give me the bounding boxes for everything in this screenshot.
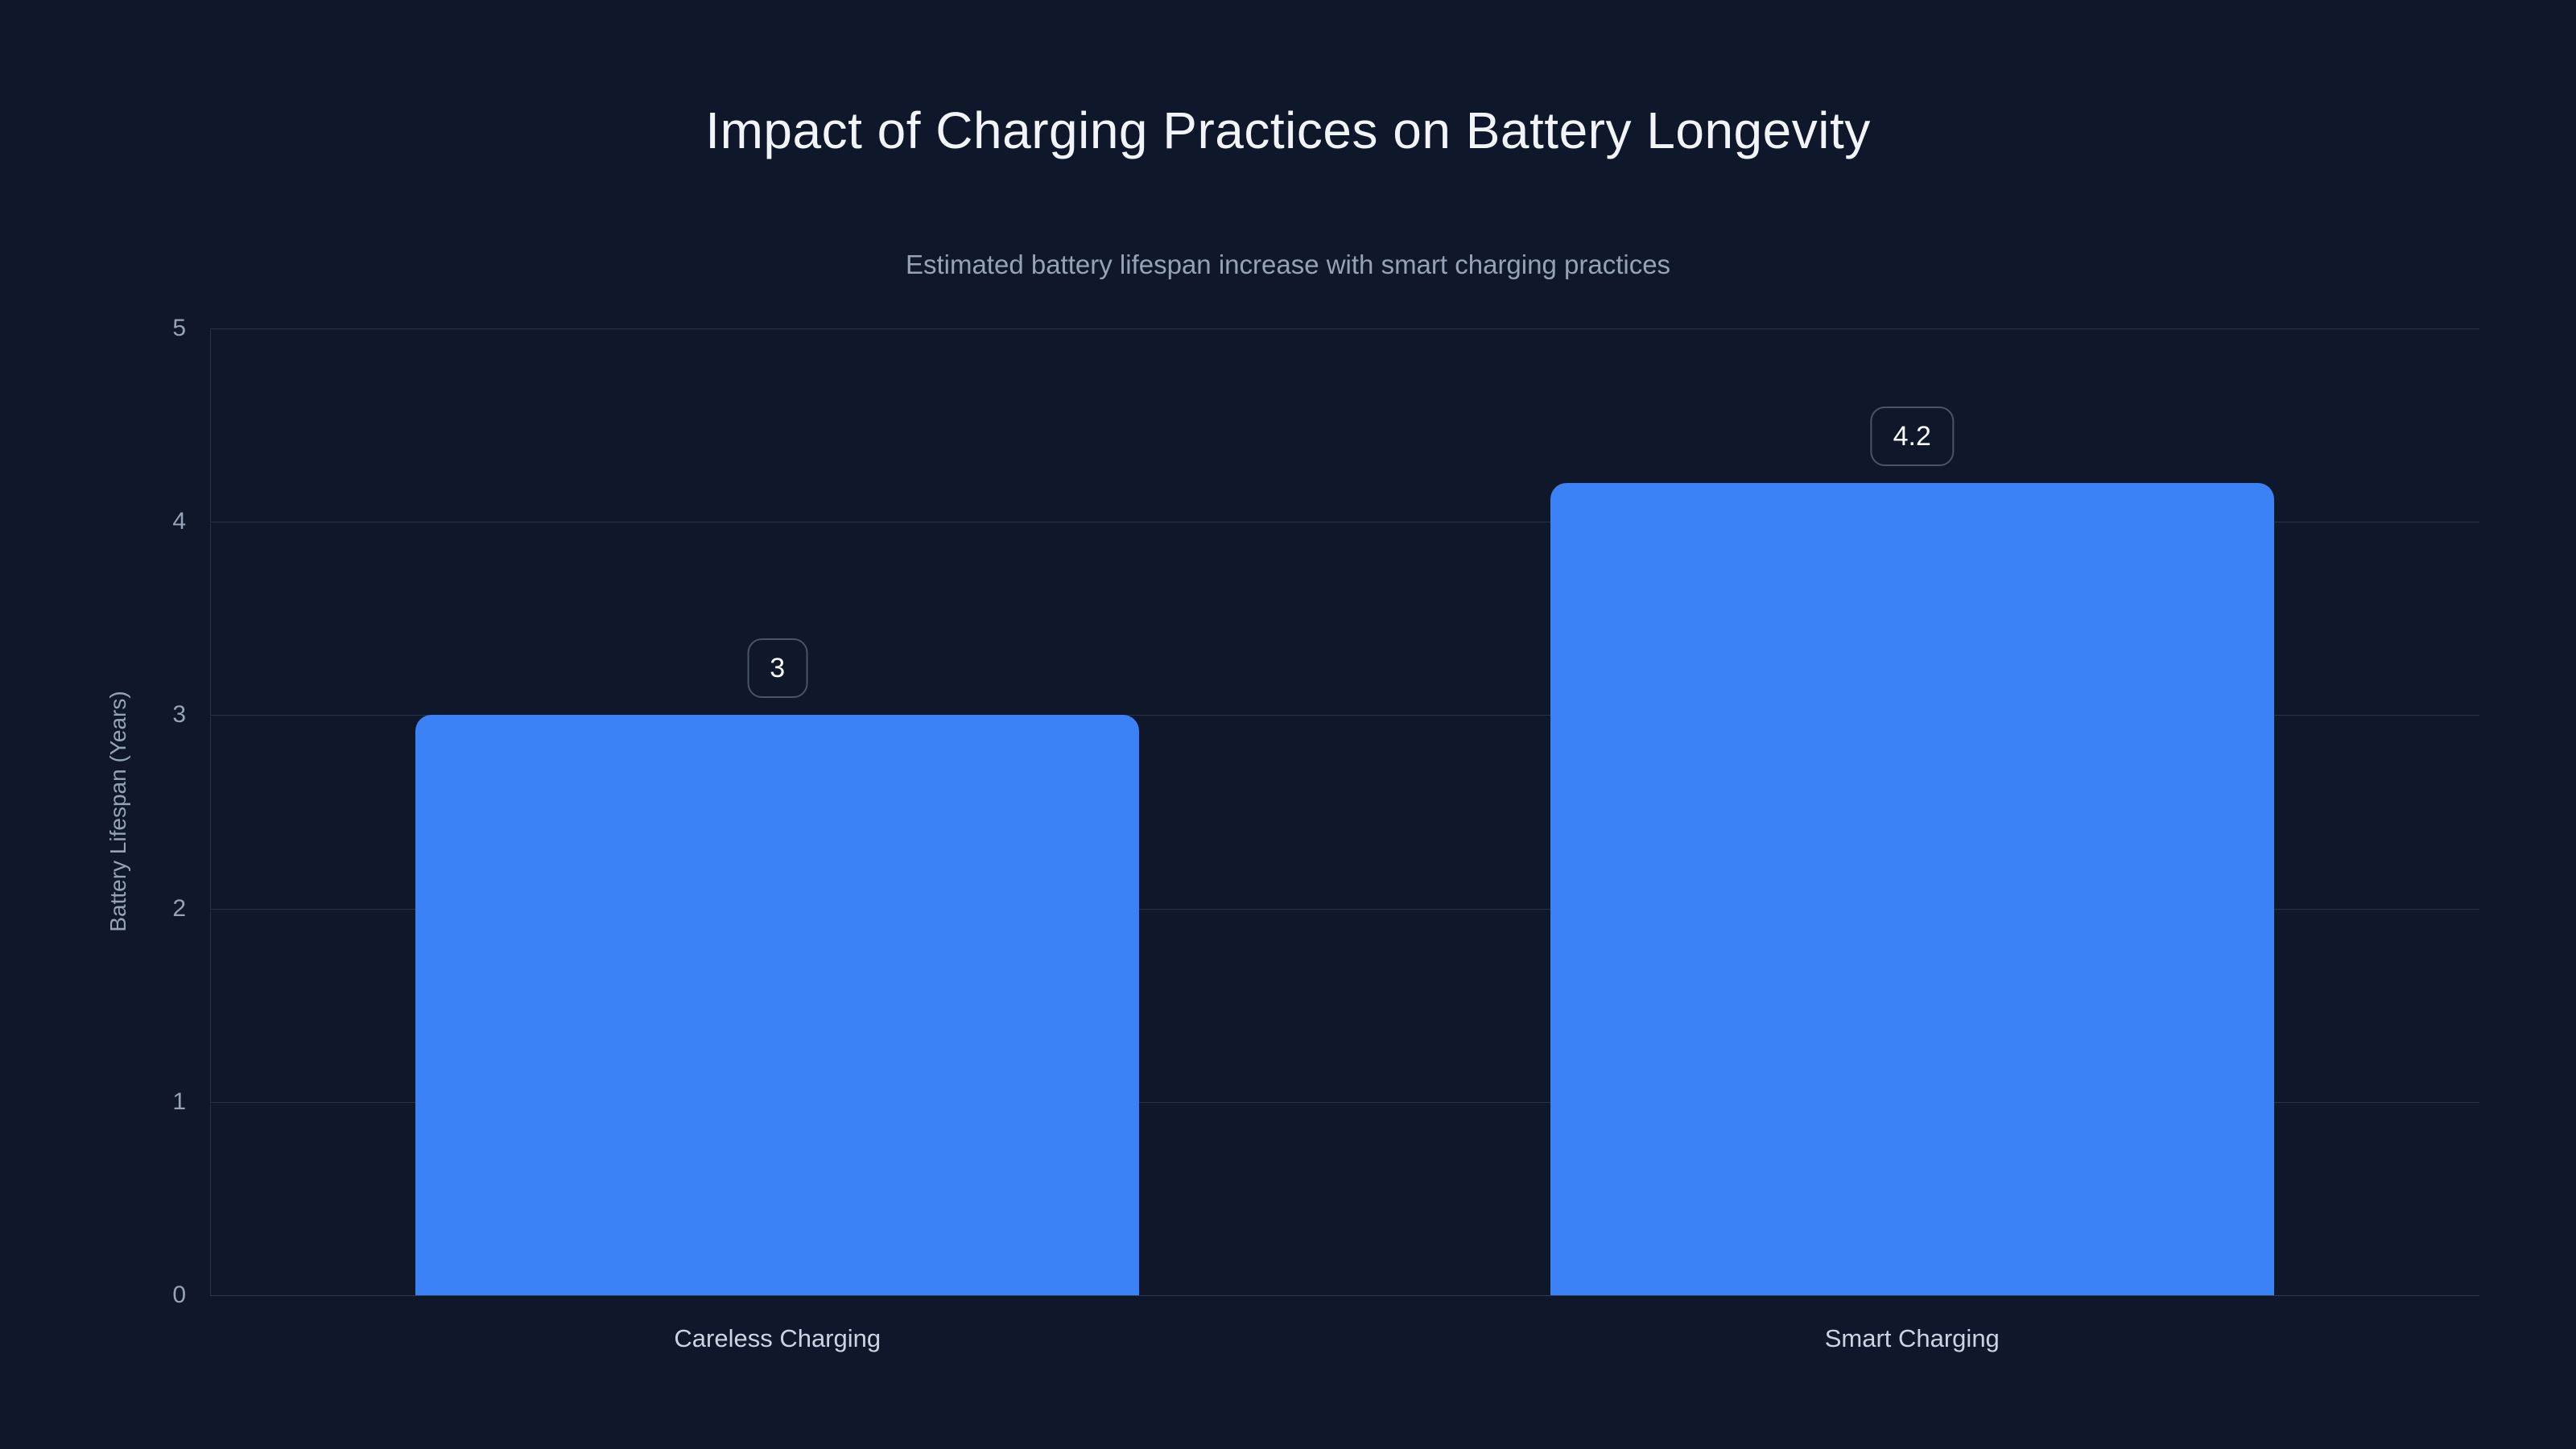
y-tick-label-2: 2 bbox=[172, 894, 186, 922]
chart-title: Impact of Charging Practices on Battery … bbox=[705, 101, 1871, 159]
x-axis-label-careless-charging: Careless Charging bbox=[674, 1324, 881, 1352]
y-tick-label-1: 1 bbox=[172, 1088, 186, 1115]
y-tick-label-4: 4 bbox=[172, 508, 186, 535]
y-tick-label-5: 5 bbox=[172, 315, 186, 341]
gridline-y-3 bbox=[210, 715, 2479, 716]
value-label-careless-charging: 3 bbox=[747, 638, 808, 699]
y-tick-label-3: 3 bbox=[172, 701, 186, 729]
gridline-y-0 bbox=[210, 1295, 2479, 1296]
chart-subtitle: Estimated battery lifespan increase with… bbox=[905, 250, 1671, 279]
gridline-y-1 bbox=[210, 1101, 2479, 1103]
y-axis-line bbox=[210, 328, 211, 1295]
y-axis-title: Battery Lifespan (Years) bbox=[105, 691, 130, 932]
gridline-y-2 bbox=[210, 908, 2479, 910]
value-label-smart-charging: 4.2 bbox=[1870, 407, 1954, 467]
x-axis-labels: Careless Charging Smart Charging bbox=[210, 1324, 2479, 1364]
x-axis-label-smart-charging: Smart Charging bbox=[1824, 1324, 2000, 1352]
bar-careless-charging[interactable] bbox=[415, 715, 1140, 1295]
y-tick-label-0: 0 bbox=[172, 1282, 186, 1308]
bar-smart-charging[interactable] bbox=[1550, 483, 2274, 1295]
gridline-y-5 bbox=[210, 328, 2479, 329]
plot-area: 0 1 2 3 4 5 3 4.2 bbox=[172, 316, 2479, 1307]
